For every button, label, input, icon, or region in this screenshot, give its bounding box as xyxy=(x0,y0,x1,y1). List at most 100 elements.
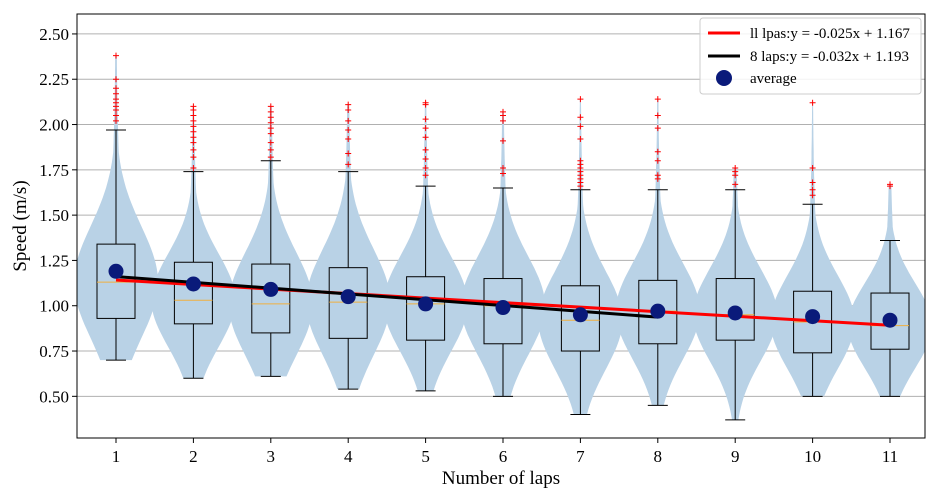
outlier-point xyxy=(190,117,197,124)
outlier-point xyxy=(500,117,506,124)
outlier-point xyxy=(809,165,816,172)
outlier-point xyxy=(190,139,197,146)
violin-9 xyxy=(693,168,778,420)
legend-swatch-average xyxy=(716,70,732,86)
outlier-point xyxy=(345,107,352,114)
outlier-point xyxy=(422,134,429,141)
y-axis-label: Speed (m/s) xyxy=(10,180,31,271)
outlier-point xyxy=(113,90,119,97)
box-3 xyxy=(251,263,291,334)
outlier-point xyxy=(267,114,274,121)
outlier-point xyxy=(654,96,661,103)
outlier-point xyxy=(500,170,506,177)
outlier-point xyxy=(500,165,506,172)
outlier-point xyxy=(190,154,197,161)
outlier-point xyxy=(113,117,119,124)
mean-marker xyxy=(418,296,434,312)
outlier-point xyxy=(190,165,197,172)
outlier-point xyxy=(887,181,893,188)
outlier-point xyxy=(809,179,816,186)
outlier-point xyxy=(422,116,429,123)
outlier-point xyxy=(345,150,352,157)
mean-markers xyxy=(108,263,898,328)
box-2 xyxy=(173,261,213,325)
outlier-point xyxy=(113,96,119,103)
outlier-point xyxy=(577,136,584,143)
x-tick-label: 5 xyxy=(421,447,430,466)
x-tick-label: 10 xyxy=(804,447,821,466)
outlier-point xyxy=(809,99,816,106)
box-11 xyxy=(870,292,910,350)
violin-11 xyxy=(848,184,925,397)
y-tick-label: 1.50 xyxy=(39,206,69,225)
mean-marker xyxy=(495,300,511,316)
outlier-point xyxy=(345,161,352,168)
outliers xyxy=(113,52,893,199)
x-tick-label: 7 xyxy=(576,447,585,466)
outlier-point xyxy=(267,125,274,132)
outlier-point xyxy=(809,192,816,199)
outlier-point xyxy=(422,99,429,106)
outlier-point xyxy=(422,165,429,172)
mean-marker xyxy=(650,303,666,319)
outlier-point xyxy=(654,125,661,132)
outlier-point xyxy=(577,123,584,130)
box-6 xyxy=(483,278,523,345)
outlier-point xyxy=(267,130,274,137)
outlier-point xyxy=(267,146,274,153)
legend-box xyxy=(699,17,922,95)
outlier-point xyxy=(654,157,661,164)
mean-marker xyxy=(882,312,898,328)
outlier-point xyxy=(345,117,352,124)
outlier-point xyxy=(113,52,119,59)
outlier-point xyxy=(500,137,506,144)
y-tick-label: 2.25 xyxy=(39,70,69,89)
outlier-point xyxy=(422,155,429,162)
axes: 0.50 0.75 1.00 1.25 1.50 1.75 2.00 2.25 2.50 1 2 3 4… xyxy=(39,25,898,466)
mean-marker xyxy=(572,307,588,323)
outlier-point xyxy=(422,146,429,153)
regression-line-8-laps xyxy=(115,275,658,319)
x-tick-label: 1 xyxy=(112,447,121,466)
outlier-point xyxy=(809,186,816,193)
outlier-point xyxy=(345,126,352,133)
x-tick-label: 8 xyxy=(654,447,663,466)
mean-marker xyxy=(185,276,201,292)
plot-frame xyxy=(76,13,926,439)
x-tick-label: 9 xyxy=(731,447,740,466)
box-9 xyxy=(715,278,755,341)
mean-marker xyxy=(263,281,279,297)
outlier-point xyxy=(190,134,197,141)
legend-label-black-line: 8 laps:y = -0.032x + 1.193 xyxy=(750,49,909,65)
outlier-point xyxy=(422,172,429,179)
x-tick-label: 4 xyxy=(344,447,353,466)
outlier-point xyxy=(422,125,429,132)
outlier-point xyxy=(732,165,739,172)
outlier-point xyxy=(345,101,352,108)
legend-label-red-line: ll lpas:y = -0.025x + 1.167 xyxy=(750,26,910,42)
violins xyxy=(77,55,925,420)
y-tick-label: 1.75 xyxy=(39,161,69,180)
x-tick-label: 6 xyxy=(499,447,508,466)
outlier-point xyxy=(113,112,119,119)
mean-marker xyxy=(108,263,124,279)
legend-label-average: average xyxy=(750,71,797,87)
outlier-point xyxy=(577,114,584,121)
outlier-point xyxy=(190,123,197,130)
box-5 xyxy=(406,276,446,341)
box-4 xyxy=(328,267,368,339)
outlier-point xyxy=(190,146,197,153)
outlier-point xyxy=(267,108,274,115)
outlier-point xyxy=(267,139,274,146)
x-tick-label: 3 xyxy=(267,447,276,466)
x-tick-label: 11 xyxy=(882,447,898,466)
y-tick-label: 1.25 xyxy=(39,251,69,270)
y-tick-label: 0.75 xyxy=(39,342,69,361)
mean-marker xyxy=(340,289,356,305)
outlier-point xyxy=(190,128,197,135)
y-tick-label: 0.50 xyxy=(39,387,69,406)
legend: ll lpas:y = -0.025x + 1.167 8 laps:y = -… xyxy=(699,17,922,95)
outlier-point xyxy=(654,112,661,119)
outlier-point xyxy=(345,136,352,143)
